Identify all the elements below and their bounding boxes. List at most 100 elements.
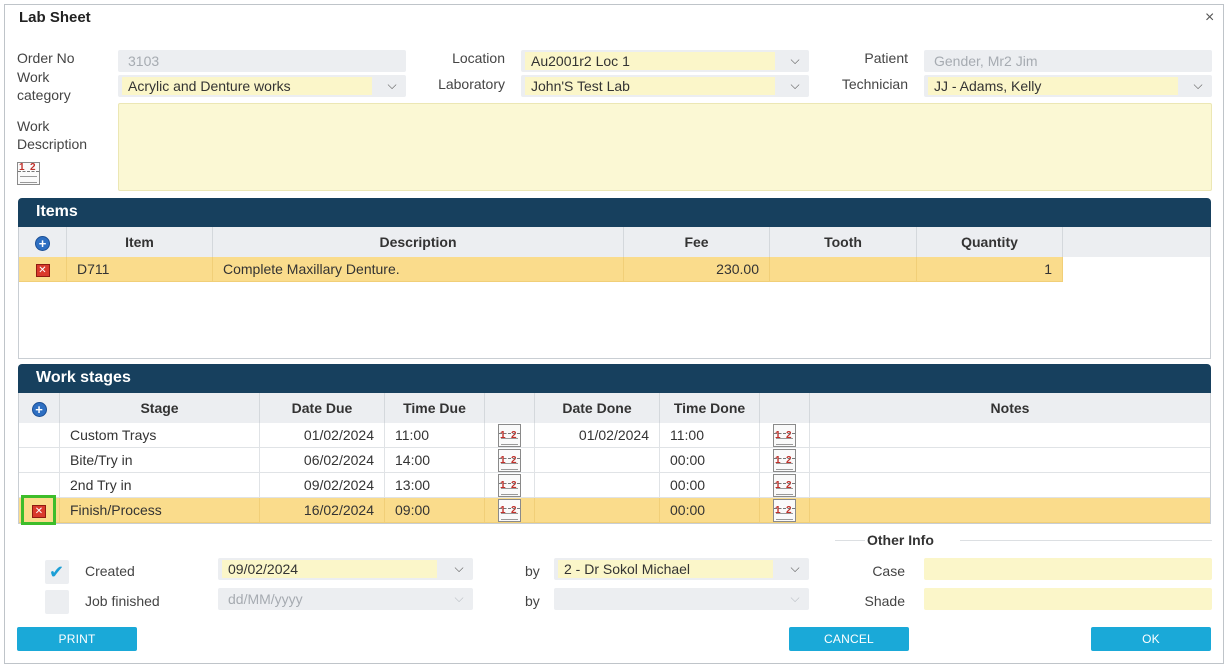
- item-tooth-cell: [770, 257, 917, 282]
- chevron-down-icon[interactable]: ⌵: [454, 591, 464, 605]
- delete-x-icon[interactable]: ✕: [35, 263, 50, 277]
- stage-cell: Finish/Process: [60, 498, 260, 523]
- time-done-cell[interactable]: 00:00: [660, 473, 760, 498]
- laboratory-select[interactable]: John'S Test Lab ⌵: [521, 75, 809, 97]
- column-header[interactable]: Date Done: [535, 393, 660, 423]
- close-icon[interactable]: ×: [1205, 9, 1215, 26]
- chevron-down-icon[interactable]: ⌵: [790, 561, 800, 575]
- row-select-cell: [19, 423, 60, 448]
- date-done-cell[interactable]: [535, 473, 660, 498]
- divider: [835, 540, 865, 541]
- chevron-down-icon[interactable]: ⌵: [454, 561, 464, 575]
- laboratory-label: Laboratory: [438, 76, 505, 92]
- work-category-select[interactable]: Acrylic and Denture works ⌵: [118, 75, 406, 97]
- case-input[interactable]: [924, 558, 1212, 580]
- dialog-title: Lab Sheet: [19, 9, 91, 26]
- time-due-cell[interactable]: 11:00: [385, 423, 485, 448]
- notes-cell[interactable]: [810, 448, 1210, 473]
- column-header[interactable]: Time Due: [385, 393, 485, 423]
- column-header[interactable]: Tooth: [770, 227, 917, 257]
- row-select-cell: [19, 448, 60, 473]
- work-description-textarea[interactable]: [118, 103, 1212, 191]
- job-finished-checkbox[interactable]: [45, 590, 69, 614]
- time-due-cell[interactable]: 13:00: [385, 473, 485, 498]
- column-header-blank: [1063, 227, 1210, 257]
- add-stage-icon[interactable]: +: [31, 401, 47, 417]
- time-done-cell[interactable]: 00:00: [660, 448, 760, 473]
- chevron-down-icon[interactable]: ⌵: [790, 53, 800, 67]
- column-header[interactable]: Quantity: [917, 227, 1063, 257]
- job-finished-by-select[interactable]: ⌵: [554, 588, 809, 610]
- notes-cell[interactable]: [810, 423, 1210, 448]
- chevron-down-icon[interactable]: ⌵: [1193, 78, 1203, 92]
- created-by-select[interactable]: 2 - Dr Sokol Michael ⌵: [554, 558, 809, 580]
- chevron-down-icon[interactable]: ⌵: [790, 591, 800, 605]
- created-date-picker[interactable]: 09/02/2024 ⌵: [218, 558, 473, 580]
- chevron-down-icon[interactable]: ⌵: [387, 78, 397, 92]
- time-done-cell[interactable]: 00:00: [660, 498, 760, 523]
- case-label: Case: [872, 563, 905, 579]
- date-done-cell[interactable]: 01/02/2024: [535, 423, 660, 448]
- add-item-icon[interactable]: +: [35, 235, 50, 251]
- date-due-cell[interactable]: 01/02/2024: [260, 423, 385, 448]
- column-header-blank: [485, 393, 535, 423]
- column-header[interactable]: Time Done: [660, 393, 760, 423]
- table-row[interactable]: ✕ D711 Complete Maxillary Denture. 230.0…: [19, 257, 1063, 282]
- column-header[interactable]: Fee: [624, 227, 770, 257]
- time-due-cell[interactable]: 14:00: [385, 448, 485, 473]
- technician-label: Technician: [841, 76, 908, 92]
- delete-focus-outline: [21, 495, 56, 525]
- column-header[interactable]: Stage: [60, 393, 260, 423]
- created-date-value: 09/02/2024: [228, 561, 299, 577]
- add-item-cell: +: [19, 227, 67, 257]
- date-due-cell[interactable]: 09/02/2024: [260, 473, 385, 498]
- time-due-cell[interactable]: 09:00: [385, 498, 485, 523]
- shade-input[interactable]: [924, 588, 1212, 610]
- location-label: Location: [452, 50, 505, 66]
- column-header[interactable]: Item: [67, 227, 213, 257]
- stage-cell: 2nd Try in: [60, 473, 260, 498]
- job-finished-date-picker[interactable]: dd/MM/yyyy ⌵: [218, 588, 473, 610]
- job-finished-label: Job finished: [85, 593, 160, 609]
- chevron-down-icon[interactable]: ⌵: [790, 78, 800, 92]
- date-done-cell[interactable]: [535, 498, 660, 523]
- work-description-label: Work Description: [17, 118, 88, 152]
- column-header[interactable]: Notes: [810, 393, 1210, 423]
- notes-cell[interactable]: [810, 473, 1210, 498]
- date-done-cell[interactable]: [535, 448, 660, 473]
- print-button[interactable]: PRINT: [17, 627, 137, 651]
- time-done-cell[interactable]: 11:00: [660, 423, 760, 448]
- location-value: Au2001r2 Loc 1: [531, 53, 630, 69]
- work-stages-panel-header: Work stages: [18, 364, 1211, 393]
- date-due-cell[interactable]: 06/02/2024: [260, 448, 385, 473]
- notes-cell[interactable]: [810, 498, 1210, 523]
- column-header[interactable]: Date Due: [260, 393, 385, 423]
- delete-x-icon[interactable]: ✕: [32, 504, 46, 518]
- technician-select[interactable]: JJ - Adams, Kelly ⌵: [924, 75, 1212, 97]
- technician-value: JJ - Adams, Kelly: [934, 78, 1042, 94]
- date-due-cell[interactable]: 16/02/2024: [260, 498, 385, 523]
- location-select[interactable]: Au2001r2 Loc 1 ⌵: [521, 50, 809, 72]
- column-header[interactable]: Description: [213, 227, 624, 257]
- work-category-value: Acrylic and Denture works: [128, 78, 291, 94]
- created-checkbox[interactable]: ✔: [45, 560, 69, 584]
- cancel-button[interactable]: CANCEL: [789, 627, 909, 651]
- ok-button[interactable]: OK: [1091, 627, 1211, 651]
